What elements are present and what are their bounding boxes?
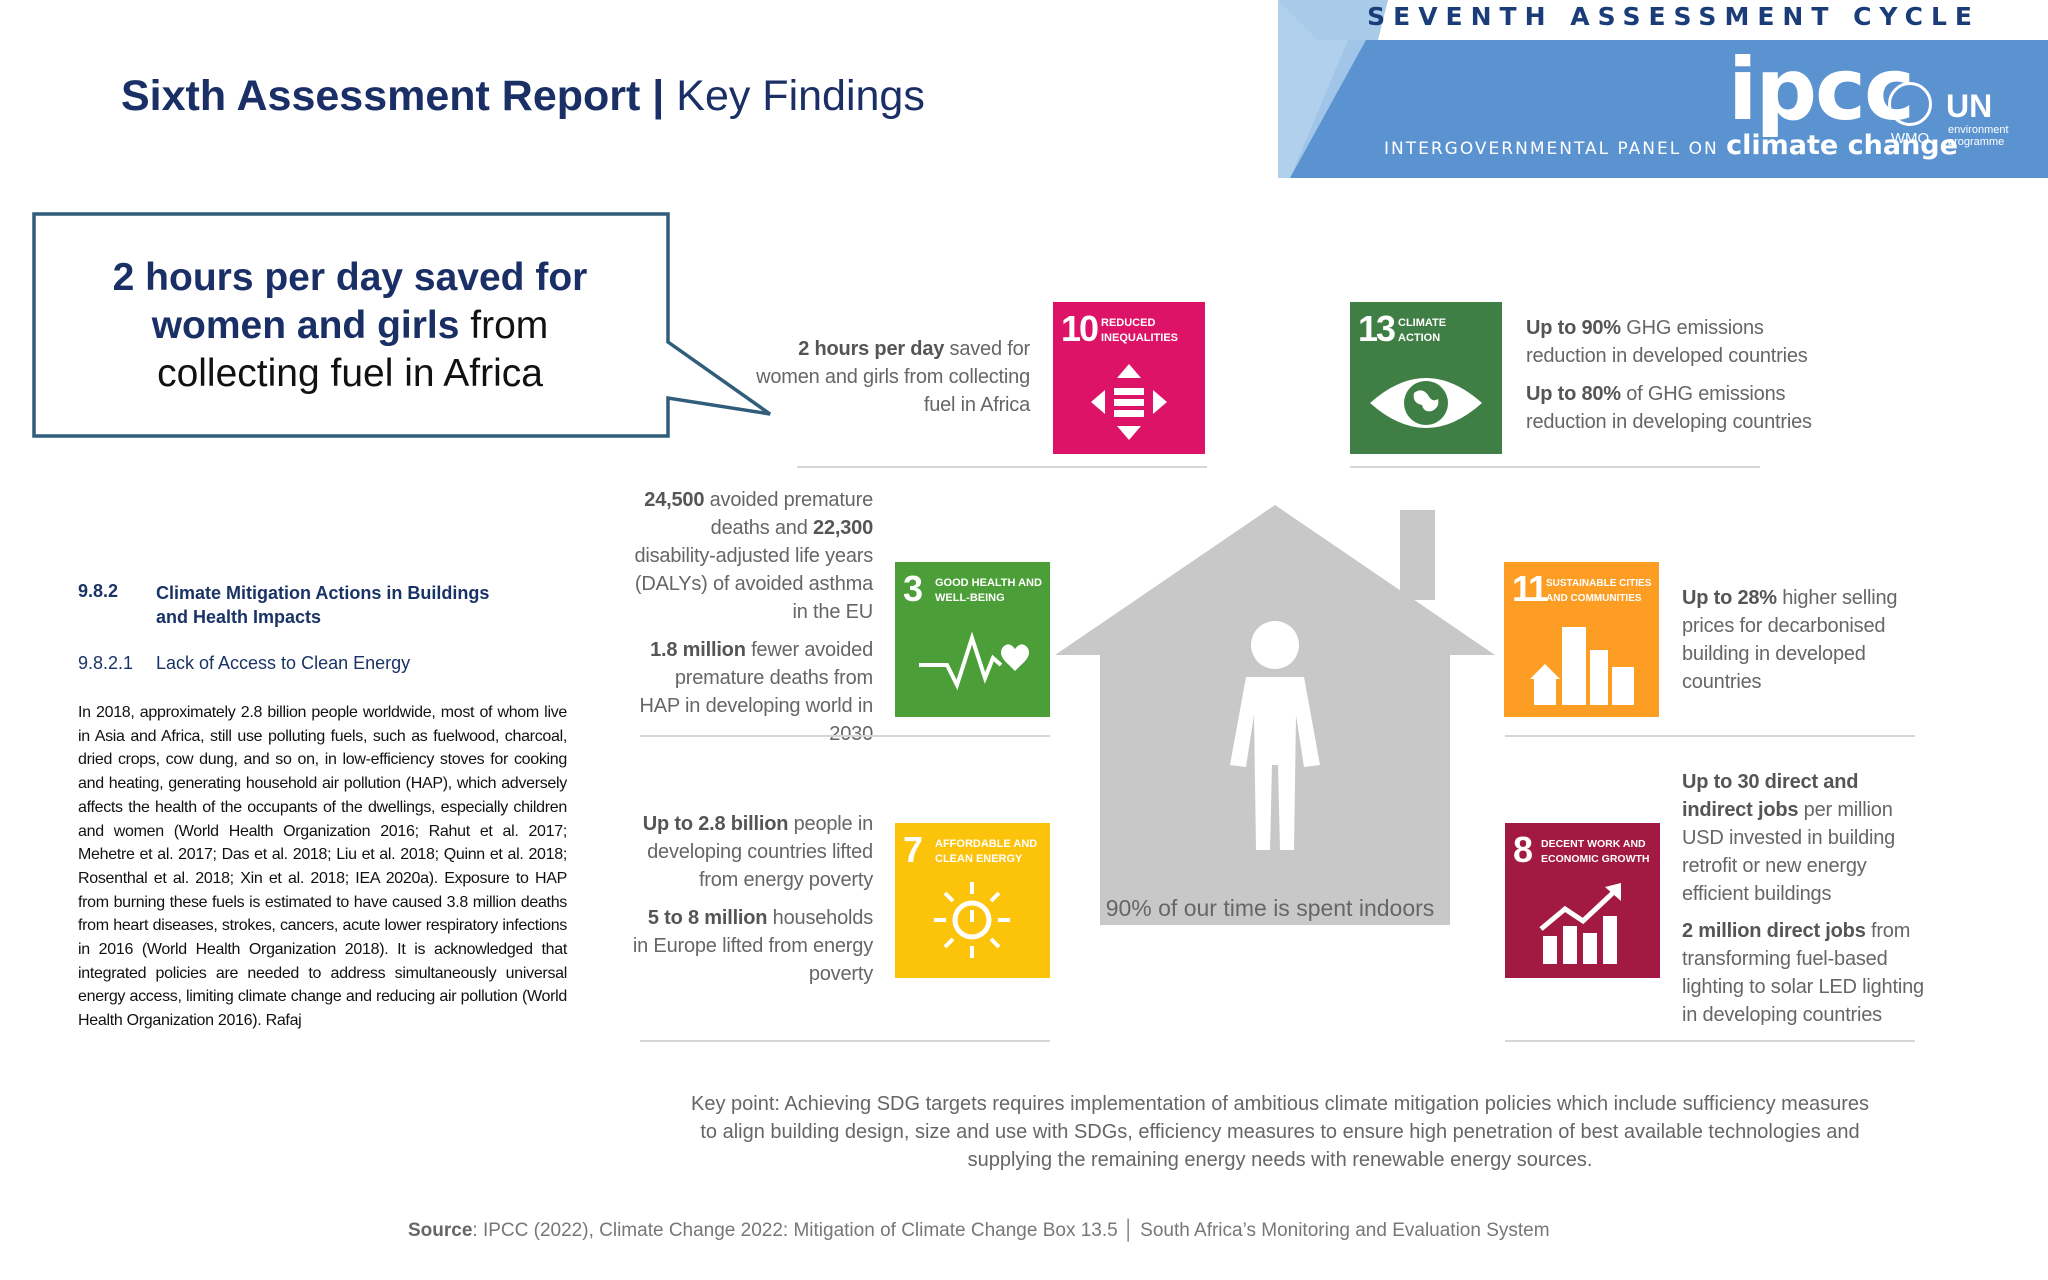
sdg8-text-b-rest: from transforming fuel-based lighting to… bbox=[1682, 920, 1924, 1026]
sdg11-number: 11 bbox=[1512, 568, 1548, 609]
sdg11-text-bold: Up to 28% bbox=[1682, 587, 1777, 609]
sdg8-text-a-bold: Up to 30 direct and indirect jobs bbox=[1682, 771, 1859, 821]
panel-text: INTERGOVERNMENTAL PANEL ON climate chang… bbox=[1384, 130, 1958, 161]
sdg10-text-bold: 2 hours per day bbox=[798, 338, 945, 360]
sdg13-text-a: Up to 90% GHG emissions reduction in dev… bbox=[1526, 314, 1816, 370]
sdg3-tile: 3 GOOD HEALTH AND WELL-BEING bbox=[895, 562, 1050, 717]
page-title: Sixth Assessment Report | Key Findings bbox=[121, 72, 925, 121]
sdg7-text-b-rest: households in Europe lifted from energy … bbox=[632, 907, 873, 985]
sdg13-text-b-rest: of GHG emissions reduction in developing… bbox=[1526, 383, 1812, 433]
section-title: Climate Mitigation Actions in Buildings … bbox=[156, 583, 490, 627]
divider bbox=[1505, 735, 1915, 737]
title-bold: Sixth Assessment Report | bbox=[121, 72, 677, 120]
sdg13-label: CLIMATE ACTION bbox=[1398, 317, 1447, 344]
wmo-logo: WMO bbox=[1885, 82, 1935, 147]
subsection-number: 9.8.2.1 bbox=[78, 653, 134, 673]
unep-line1: environment bbox=[1948, 124, 2009, 136]
section-number: 9.8.2 bbox=[78, 581, 119, 601]
source-label: Source bbox=[408, 1220, 473, 1241]
cycle-text: SEVENTH ASSESSMENT CYCLE bbox=[1367, 2, 1980, 31]
sdg3-text-b-rest: fewer avoided premature deaths from HAP … bbox=[639, 639, 874, 745]
sdg10-tile: 10 REDUCED INEQUALITIES bbox=[1053, 302, 1205, 454]
callout-text: 2 hours per day saved for women and girl… bbox=[80, 254, 620, 398]
heartbeat-icon bbox=[919, 631, 1029, 691]
sdg10-text-rest: saved for women and girls from collectin… bbox=[756, 338, 1030, 416]
sdg10-text: 2 hours per day saved for women and girl… bbox=[740, 335, 1030, 419]
sdg7-number: 7 bbox=[903, 829, 923, 870]
eye-globe-icon bbox=[1370, 378, 1482, 428]
sdg3-text-a-bold2: 22,300 bbox=[813, 517, 873, 539]
sdg7-text-a-rest: people in developing countries lifted fr… bbox=[647, 813, 873, 891]
house-caption: 90% of our time is spent indoors bbox=[1105, 895, 1435, 921]
sdg11-tile: 11 SUSTAINABLE CITIES AND COMMUNITIES bbox=[1504, 562, 1659, 717]
source-text: : IPCC (2022), Climate Change 2022: Miti… bbox=[472, 1220, 1550, 1241]
house-icon bbox=[1055, 505, 1495, 925]
subsection-title: Lack of Access to Clean Energy bbox=[156, 653, 411, 673]
divider bbox=[1350, 466, 1760, 468]
sdg3-number: 3 bbox=[903, 568, 923, 609]
sdg11-label: SUSTAINABLE CITIES AND COMMUNITIES bbox=[1546, 578, 1652, 604]
sdg7-label: AFFORDABLE AND CLEAN ENERGY bbox=[935, 838, 1038, 865]
sdg11-text-rest: higher selling prices for decarbonised b… bbox=[1682, 587, 1898, 693]
report-body: In 2018, approximately 2.8 billion peopl… bbox=[78, 704, 567, 1030]
growth-chart-icon bbox=[1539, 883, 1621, 964]
sdg8-label: DECENT WORK AND ECONOMIC GROWTH bbox=[1541, 838, 1650, 865]
inequality-icon bbox=[1091, 364, 1167, 440]
sdg13-text-b-bold: Up to 80% bbox=[1526, 383, 1621, 405]
sdg8-tile: 8 DECENT WORK AND ECONOMIC GROWTH bbox=[1505, 823, 1660, 978]
sdg7-text-b-bold: 5 to 8 million bbox=[647, 907, 768, 929]
source-footer: Source: IPCC (2022), Climate Change 2022… bbox=[408, 1220, 1550, 1242]
panel-text-cc: climate change bbox=[1726, 130, 1958, 161]
sdg7-tile: 7 AFFORDABLE AND CLEAN ENERGY bbox=[895, 823, 1050, 978]
sdg13-tile: 13 CLIMATE ACTION bbox=[1350, 302, 1502, 454]
title-rest: Key Findings bbox=[676, 72, 925, 120]
wmo-emblem-icon bbox=[1888, 82, 1932, 126]
sdg13-text-a-rest: GHG emissions reduction in developed cou… bbox=[1526, 317, 1808, 367]
sdg3-text-a: 24,500 avoided premature deaths and 22,3… bbox=[630, 486, 873, 626]
callout-box bbox=[32, 212, 772, 438]
sdg8-number: 8 bbox=[1513, 829, 1533, 870]
sdg7-text-a-bold: Up to 2.8 billion bbox=[642, 813, 789, 835]
divider bbox=[1505, 1040, 1915, 1042]
city-buildings-icon bbox=[1530, 627, 1634, 705]
sdg10-number: 10 bbox=[1061, 308, 1099, 349]
sun-power-icon bbox=[934, 882, 1010, 958]
sdg8-text-a-rest: per million USD invested in building ret… bbox=[1682, 799, 1896, 905]
callout-bold: 2 hours per day saved for women and girl… bbox=[112, 256, 588, 347]
sdg3-text-b: 1.8 million fewer avoided premature deat… bbox=[630, 636, 874, 748]
sdg3-text-a-rest2: disability-adjusted life years (DALYs) o… bbox=[634, 545, 873, 623]
un-logo: UN bbox=[1946, 88, 1993, 124]
unep-line2: programme bbox=[1948, 136, 2005, 148]
sdg3-text-b-bold: 1.8 million bbox=[650, 639, 746, 661]
sdg13-text-b: Up to 80% of GHG emissions reduction in … bbox=[1526, 380, 1816, 436]
sdg8-text-b: 2 million direct jobs from transforming … bbox=[1682, 917, 1927, 1029]
wmo-label: WMO bbox=[1890, 130, 1930, 147]
ipcc-banner: SEVENTH ASSESSMENT CYCLE ipcc INTERGOVER… bbox=[1278, 0, 2048, 178]
divider bbox=[797, 466, 1207, 468]
sdg7-text-a: Up to 2.8 billion people in developing c… bbox=[630, 810, 873, 894]
sdg10-label: REDUCED INEQUALITIES bbox=[1101, 317, 1179, 344]
sdg8-text-a: Up to 30 direct and indirect jobs per mi… bbox=[1682, 768, 1927, 908]
callout-rest: from collecting fuel in Africa bbox=[157, 304, 549, 395]
sdg8-text-b-bold: 2 million direct jobs bbox=[1682, 920, 1866, 942]
sdg13-text-a-bold: Up to 90% bbox=[1526, 317, 1621, 339]
sdg7-text-b: 5 to 8 million households in Europe lift… bbox=[630, 904, 873, 988]
sdg3-text-a-bold1: 24,500 bbox=[644, 489, 705, 511]
sdg11-text: Up to 28% higher selling prices for deca… bbox=[1682, 584, 1912, 696]
sdg3-label: GOOD HEALTH AND WELL-BEING bbox=[935, 577, 1042, 604]
sdg3-text-a-rest1: avoided premature deaths and bbox=[704, 489, 874, 539]
panel-text-main: INTERGOVERNMENTAL PANEL ON bbox=[1384, 139, 1727, 159]
divider bbox=[640, 735, 1050, 737]
unep-label: environment programme bbox=[1948, 124, 2009, 148]
sdg13-number: 13 bbox=[1358, 308, 1396, 349]
key-point: Key point: Achieving SDG targets require… bbox=[691, 1093, 1869, 1171]
banner-shape bbox=[1278, 0, 2048, 178]
divider bbox=[640, 1040, 1050, 1042]
ipcc-logo: ipcc bbox=[1728, 40, 1915, 140]
